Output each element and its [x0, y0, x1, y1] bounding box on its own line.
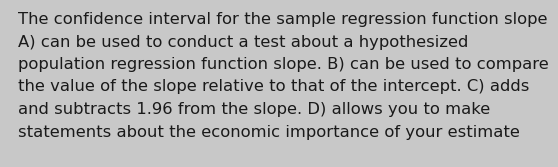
- Text: and subtracts 1.96 from the slope. D) allows you to make: and subtracts 1.96 from the slope. D) al…: [18, 102, 490, 117]
- Text: population regression function slope. B) can be used to compare: population regression function slope. B)…: [18, 57, 549, 72]
- Text: statements about the economic importance of your estimate: statements about the economic importance…: [18, 125, 520, 139]
- Text: A) can be used to conduct a test about a hypothesized: A) can be used to conduct a test about a…: [18, 35, 468, 49]
- Text: The confidence interval for the sample regression function slope: The confidence interval for the sample r…: [18, 12, 547, 27]
- Text: the value of the slope relative to that of the intercept. C) adds: the value of the slope relative to that …: [18, 79, 530, 95]
